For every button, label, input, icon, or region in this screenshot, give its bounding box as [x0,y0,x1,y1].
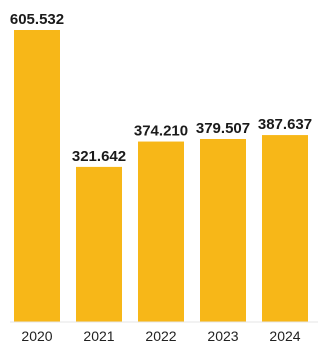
x-tick-label-2021: 2021 [83,328,114,344]
x-tick-label-2022: 2022 [145,328,176,344]
x-tick-label-2024: 2024 [269,328,300,344]
x-axis-tick-labels: 2020 2021 2022 2023 2024 [21,328,300,344]
bar-2023 [200,138,246,322]
bar-2024 [262,135,308,322]
bar-2020 [14,30,60,322]
value-label-2024: 387.637 [258,116,312,133]
bar-2021 [76,166,122,322]
x-tick-label-2020: 2020 [21,328,52,344]
bar-2022 [138,141,184,322]
value-label-2023: 379.507 [196,120,250,137]
x-tick-label-2023: 2023 [207,328,238,344]
value-label-2020: 605.532 [10,11,64,28]
bars-group [14,30,308,322]
value-labels-group: 605.532 321.642 374.210 379.507 387.637 [10,11,312,165]
value-label-2021: 321.642 [72,148,126,165]
value-label-2022: 374.210 [134,123,188,140]
